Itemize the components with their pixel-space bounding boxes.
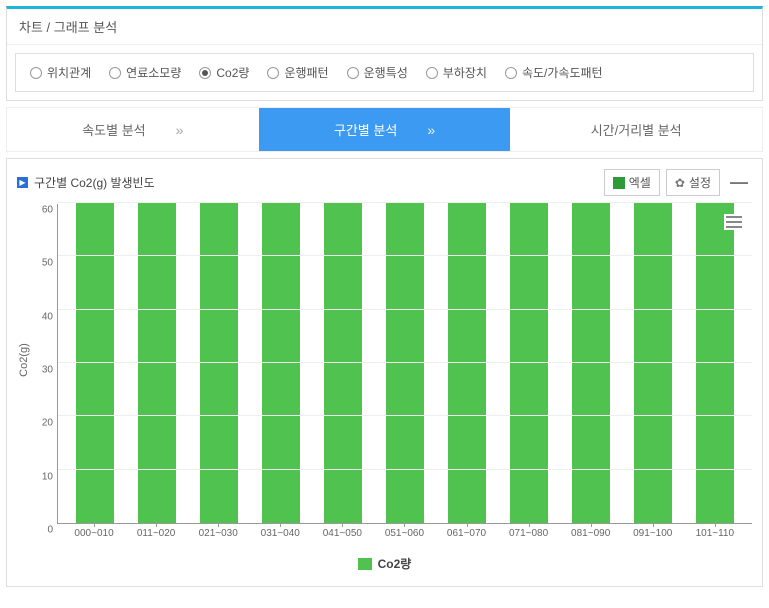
radio-2[interactable]: Co2량 [199, 64, 249, 81]
plot-container: Co2(g) 0102030405060 000~010011~020021~0… [17, 204, 752, 572]
chart-panel: ▶ 구간별 Co2(g) 발생빈도 엑셀 ✿ 설정 — Co2(g) 01020… [6, 158, 763, 587]
panel-title: 차트 / 그래프 분석 [7, 9, 762, 45]
bar-10 [696, 203, 734, 523]
chart-title: 구간별 Co2(g) 발생빈도 [34, 174, 155, 191]
plot: Co2(g) 0102030405060 [17, 204, 752, 524]
bar-2 [200, 203, 238, 523]
radio-icon [109, 67, 121, 79]
y-tick: 0 [47, 525, 53, 536]
x-tick: 041~050 [317, 528, 367, 539]
tab-1[interactable]: 구간별 분석 » [259, 108, 511, 151]
excel-icon [613, 177, 625, 189]
radio-icon [199, 67, 211, 79]
y-tick: 50 [42, 258, 53, 269]
grid-area [57, 204, 752, 524]
x-tick: 051~060 [379, 528, 429, 539]
radio-icon [426, 67, 438, 79]
radio-label: 연료소모량 [126, 64, 181, 81]
radio-label: 위치관계 [47, 64, 91, 81]
x-tick: 081~090 [566, 528, 616, 539]
x-tick: 101~110 [690, 528, 740, 539]
tab-label: 시간/거리별 분석 [591, 120, 682, 139]
tab-0[interactable]: 속도별 분석 » [7, 108, 259, 151]
radio-icon [267, 67, 279, 79]
collapse-button[interactable]: — [726, 172, 752, 193]
radio-icon [347, 67, 359, 79]
radio-3[interactable]: 운행패턴 [267, 64, 328, 81]
gridline [58, 362, 752, 363]
radio-label: 부하장치 [443, 64, 487, 81]
radio-4[interactable]: 운행특성 [347, 64, 408, 81]
analysis-tabs: 속도별 분석 » 구간별 분석 » 시간/거리별 분석 [6, 107, 763, 152]
radio-label: Co2량 [216, 64, 249, 81]
gridline [58, 255, 752, 256]
x-tick: 091~100 [628, 528, 678, 539]
chart-title-wrap: ▶ 구간별 Co2(g) 발생빈도 [17, 174, 155, 191]
tab-label: 구간별 분석 [334, 120, 397, 139]
x-tick: 061~070 [442, 528, 492, 539]
radio-label: 속도/가속도패턴 [522, 64, 603, 81]
y-axis: Co2(g) 0102030405060 [17, 204, 57, 524]
x-ticks: 000~010 011~020 021~030 031~040 041~050 051~0… [17, 524, 752, 539]
legend: Co2량 [17, 539, 752, 572]
bar-6 [448, 203, 486, 523]
radio-0[interactable]: 위치관계 [30, 64, 91, 81]
radio-6[interactable]: 속도/가속도패턴 [505, 64, 603, 81]
radio-label: 운행특성 [364, 64, 408, 81]
excel-label: 엑셀 [629, 174, 651, 191]
y-ticks: 0102030405060 [27, 204, 57, 524]
analysis-panel: 차트 / 그래프 분석 위치관계 연료소모량 Co2량 운행패턴 운행특성 부하장치 속도/… [6, 6, 763, 101]
tab-2[interactable]: 시간/거리별 분석 [510, 108, 762, 151]
gridline [58, 202, 752, 203]
y-tick: 60 [42, 205, 53, 216]
y-tick: 40 [42, 311, 53, 322]
gridline [58, 309, 752, 310]
bar-5 [386, 203, 424, 523]
x-tick: 071~080 [504, 528, 554, 539]
settings-label: 설정 [689, 174, 711, 191]
excel-button[interactable]: 엑셀 [604, 169, 660, 196]
bar-9 [634, 203, 672, 523]
radio-icon [505, 67, 517, 79]
y-tick: 20 [42, 418, 53, 429]
radio-label: 운행패턴 [284, 64, 328, 81]
gear-icon: ✿ [675, 176, 685, 190]
chart-menu-icon[interactable] [724, 214, 744, 230]
chart-actions: 엑셀 ✿ 설정 — [604, 169, 752, 196]
settings-button[interactable]: ✿ 설정 [666, 169, 720, 196]
bar-7 [510, 203, 548, 523]
chevron-right-icon: » [427, 123, 435, 137]
tab-label: 속도별 분석 [82, 120, 145, 139]
bar-8 [572, 203, 610, 523]
x-tick: 021~030 [193, 528, 243, 539]
gridline [58, 415, 752, 416]
radio-5[interactable]: 부하장치 [426, 64, 487, 81]
bar-3 [262, 203, 300, 523]
y-tick: 30 [42, 365, 53, 376]
legend-label: Co2량 [378, 555, 412, 572]
bar-0 [76, 203, 114, 523]
y-tick: 10 [42, 471, 53, 482]
chevron-right-icon: » [176, 123, 184, 137]
radio-icon [30, 67, 42, 79]
legend-swatch [358, 558, 372, 570]
chart-header: ▶ 구간별 Co2(g) 발생빈도 엑셀 ✿ 설정 — [17, 167, 752, 204]
gridline [58, 469, 752, 470]
x-tick: 031~040 [255, 528, 305, 539]
x-tick: 011~020 [131, 528, 181, 539]
bar-1 [138, 203, 176, 523]
x-tick: 000~010 [69, 528, 119, 539]
bars [58, 204, 752, 523]
play-icon: ▶ [17, 177, 28, 188]
radio-group: 위치관계 연료소모량 Co2량 운행패턴 운행특성 부하장치 속도/가속도패턴 [15, 53, 754, 92]
radio-1[interactable]: 연료소모량 [109, 64, 181, 81]
bar-4 [324, 203, 362, 523]
